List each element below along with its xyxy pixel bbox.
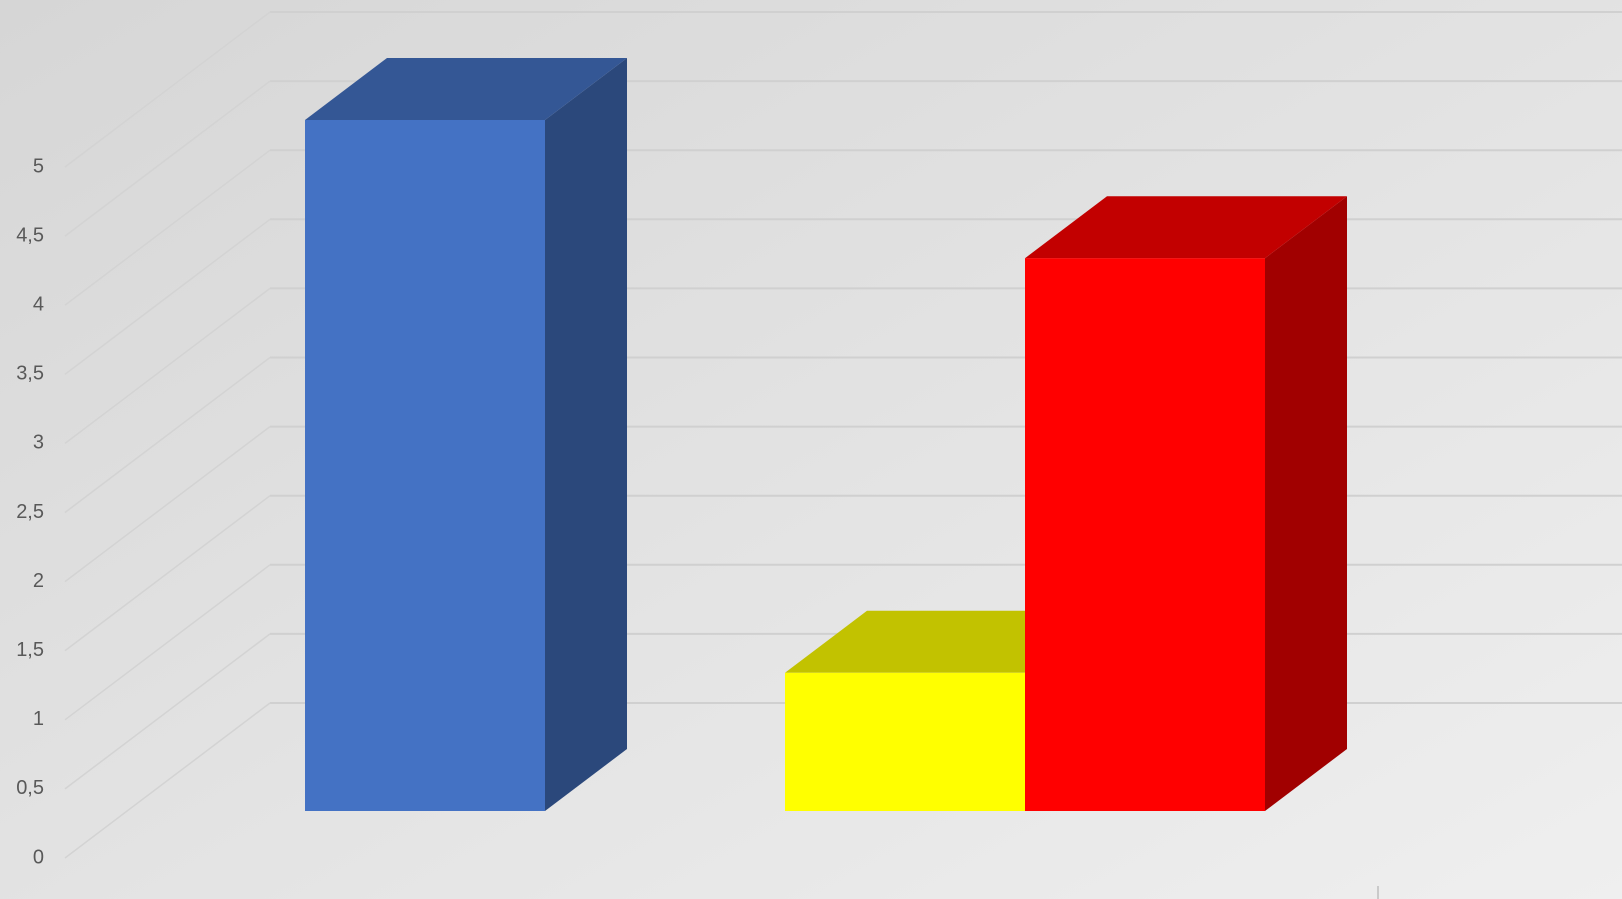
- side-grid-line: [64, 356, 271, 514]
- y-tick-label: 0,5: [16, 777, 44, 799]
- y-tick-label: 1: [33, 708, 44, 730]
- bar-top: [305, 58, 627, 120]
- y-tick-label: 0: [33, 846, 44, 868]
- y-tick-label: 5: [33, 155, 44, 177]
- y-tick-label: 3: [33, 432, 44, 454]
- side-grid-line: [64, 149, 271, 306]
- y-tick-label: 1,5: [16, 639, 44, 661]
- side-grid-line: [64, 287, 271, 444]
- y-tick-label: 4,5: [16, 224, 44, 246]
- side-grid-line: [64, 426, 271, 583]
- bar: [1025, 258, 1265, 811]
- y-tick-label: 3,5: [16, 363, 44, 385]
- side-grid-line: [64, 564, 271, 721]
- bar: [785, 672, 1025, 811]
- side-grid-line: [64, 702, 271, 859]
- y-tick-label: 2: [33, 570, 44, 592]
- side-grid-line: [64, 80, 271, 237]
- bar-side: [1265, 196, 1347, 811]
- side-grid-line: [64, 633, 271, 790]
- side-grid-line: [64, 11, 271, 168]
- bar-side: [545, 58, 627, 811]
- side-grid-line: [64, 495, 271, 652]
- bar: [305, 120, 545, 811]
- bar-top: [1025, 196, 1347, 259]
- y-tick-label: 4: [33, 293, 44, 315]
- y-tick-label: 2,5: [16, 501, 44, 523]
- side-grid-line: [64, 218, 271, 375]
